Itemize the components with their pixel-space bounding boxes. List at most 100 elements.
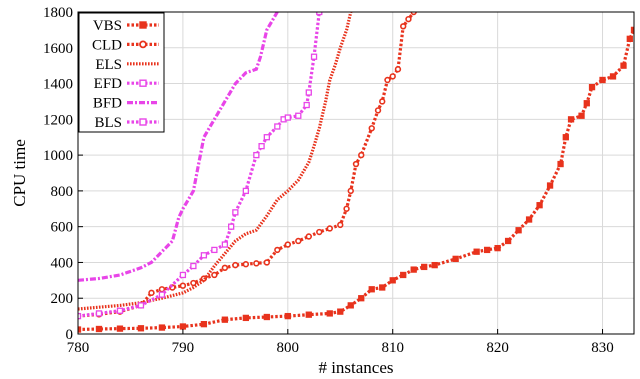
data-point <box>253 260 260 267</box>
legend-item-vbs: VBS <box>93 18 159 34</box>
data-point <box>158 324 166 331</box>
data-point <box>626 35 633 42</box>
legend-item-cld: CLD <box>92 37 159 53</box>
data-point <box>116 307 124 314</box>
data-point <box>200 252 208 259</box>
series-cld <box>78 12 417 320</box>
data-point <box>588 83 596 91</box>
y-tick-label: 400 <box>51 255 74 271</box>
data-point <box>557 160 564 168</box>
y-tick-label: 600 <box>51 220 74 236</box>
data-point <box>211 271 218 279</box>
legend-marker <box>139 79 147 87</box>
data-point <box>242 314 249 322</box>
data-point <box>179 271 187 279</box>
series-line-els <box>78 12 353 311</box>
y-tick-label: 1400 <box>43 77 73 93</box>
plot-frame <box>77 11 635 335</box>
data-point <box>78 326 82 333</box>
data-point <box>525 216 533 223</box>
y-tick-label: 1600 <box>43 41 73 57</box>
data-point <box>305 89 312 96</box>
data-point <box>190 262 197 270</box>
y-tick-label: 800 <box>51 184 74 200</box>
data-point <box>284 312 291 320</box>
data-point <box>473 248 480 255</box>
series-els <box>78 12 353 311</box>
data-point <box>421 263 428 271</box>
data-point <box>410 266 417 273</box>
legend-label: ELS <box>95 57 122 73</box>
legend-item-bfd: BFD <box>93 96 159 112</box>
data-point <box>295 237 302 245</box>
legend-marker <box>139 118 147 126</box>
legend-label: BLS <box>94 115 122 131</box>
data-point <box>263 313 270 321</box>
grid <box>77 11 634 335</box>
data-point <box>337 308 344 315</box>
y-tick-label: 200 <box>51 291 74 307</box>
data-point <box>305 233 312 240</box>
data-point <box>316 228 323 236</box>
data-point <box>137 302 145 309</box>
data-point <box>609 73 617 80</box>
data-point <box>536 202 543 209</box>
data-point <box>368 125 375 132</box>
legend: VBS CLD ELS EFD BFD BLS <box>78 12 165 133</box>
data-point <box>242 261 250 268</box>
data-point <box>190 279 197 287</box>
legend-item-efd: EFD <box>94 76 159 92</box>
data-point <box>452 255 459 263</box>
data-point <box>116 325 124 332</box>
y-tick-label: 0 <box>66 327 74 343</box>
data-point <box>221 316 229 323</box>
y-axis-label: CPU time <box>10 139 29 207</box>
legend-item-els: ELS <box>95 57 159 73</box>
data-point <box>179 282 187 289</box>
data-point <box>358 151 365 159</box>
series-line-bfd <box>78 12 279 282</box>
data-point <box>295 112 302 119</box>
data-point <box>200 321 208 328</box>
data-point <box>211 246 218 254</box>
data-point <box>567 116 575 123</box>
data-point <box>326 310 333 317</box>
data-point <box>483 246 491 254</box>
data-point <box>583 100 590 107</box>
legend-label: VBS <box>93 18 122 34</box>
x-tick-label: 830 <box>591 340 614 356</box>
data-point <box>352 160 360 168</box>
data-point <box>137 325 145 332</box>
data-point <box>305 311 312 318</box>
x-tick-label: 790 <box>172 340 195 356</box>
data-point <box>316 12 323 16</box>
data-point <box>253 151 260 159</box>
data-point <box>221 241 229 248</box>
x-tick-label: 810 <box>381 340 404 356</box>
data-point <box>343 205 350 212</box>
data-point <box>374 107 382 114</box>
data-point <box>232 261 239 269</box>
data-point <box>620 62 627 69</box>
ticks: 780 790 800 810 820 830 0 200 400 600 800 1000 1200 1… <box>43 5 614 356</box>
legend-item-bls: BLS <box>94 115 159 131</box>
data-point <box>258 143 265 150</box>
series-layer <box>78 12 634 333</box>
data-point <box>242 187 249 195</box>
x-tick-label: 780 <box>67 340 90 356</box>
data-point <box>337 221 344 229</box>
y-tick-label: 1000 <box>43 148 73 164</box>
legend-marker <box>139 40 147 49</box>
data-point <box>358 295 365 302</box>
legend-marker <box>139 21 147 29</box>
data-point <box>326 225 333 232</box>
data-point <box>379 284 386 291</box>
data-point <box>389 73 396 80</box>
data-point <box>400 23 407 30</box>
data-point <box>400 271 407 279</box>
data-point <box>347 187 354 195</box>
data-point <box>310 53 318 60</box>
data-point <box>179 323 187 330</box>
series-bfd <box>78 12 279 282</box>
